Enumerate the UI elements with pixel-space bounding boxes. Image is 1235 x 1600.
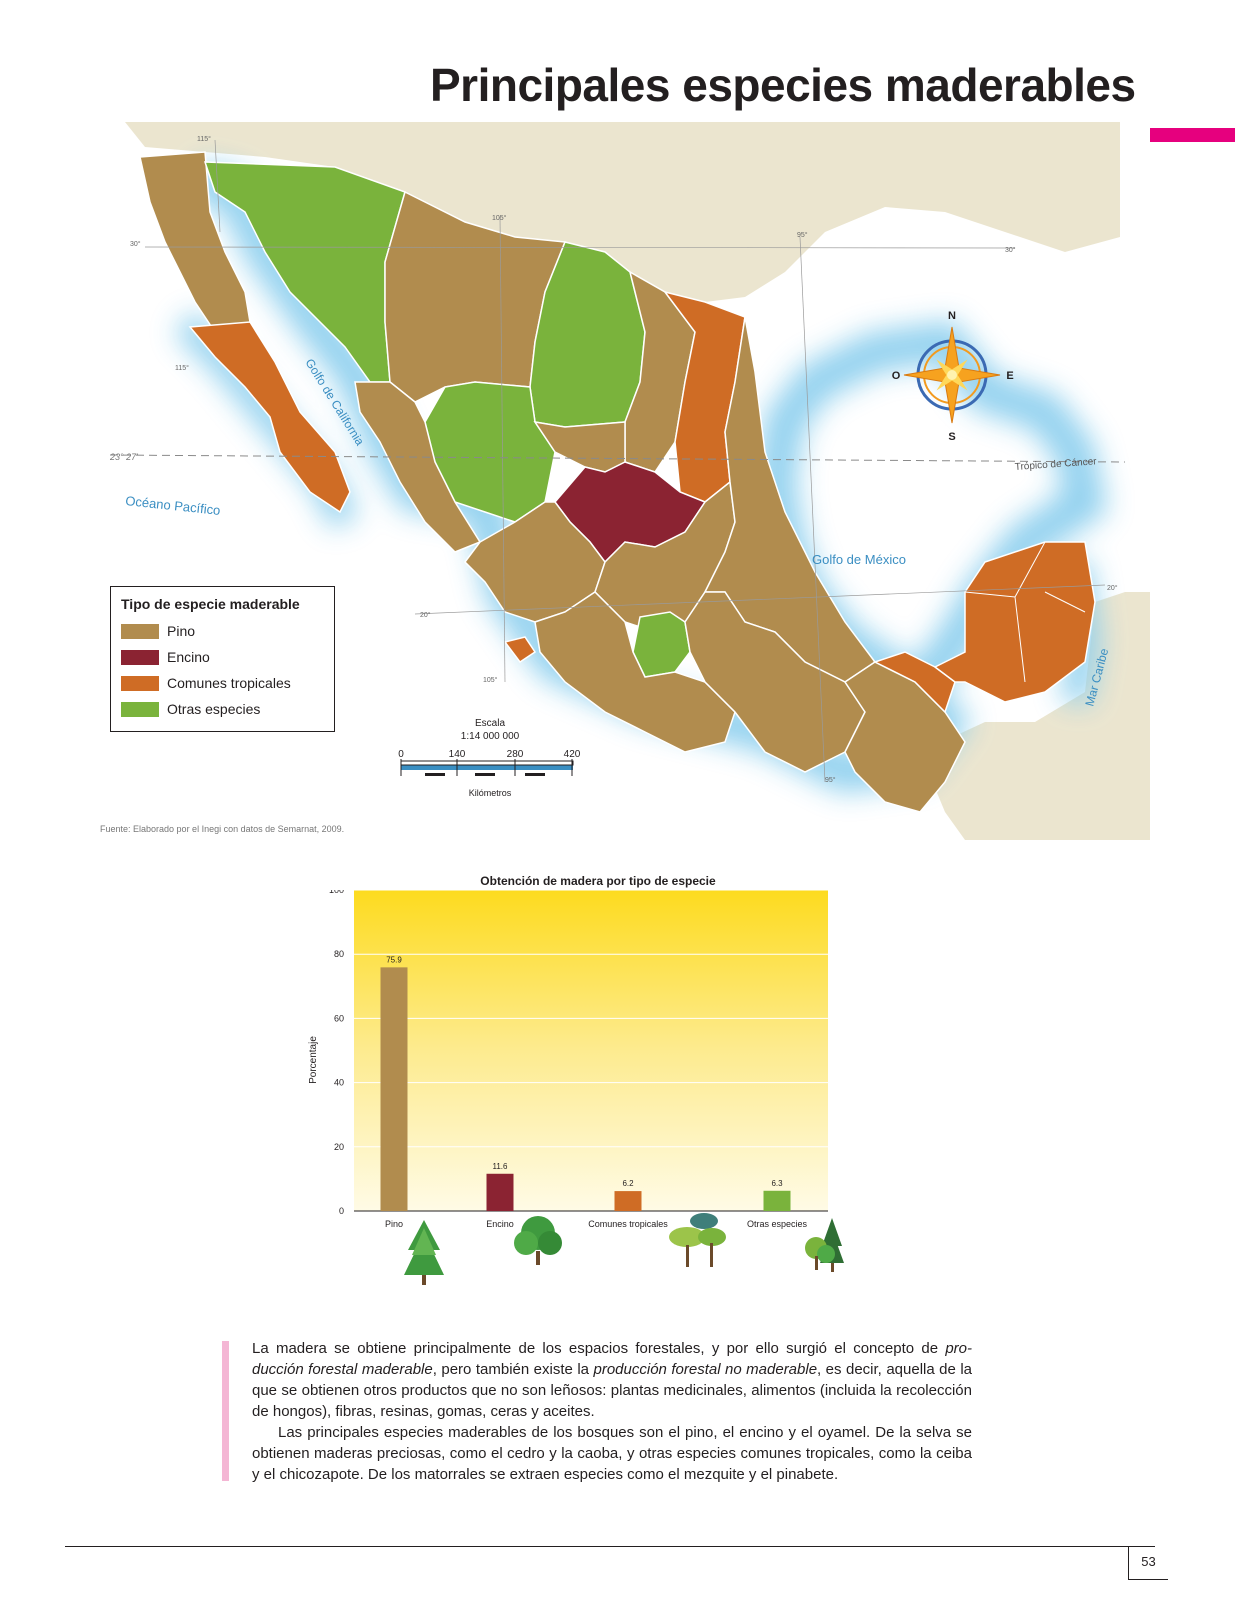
scale-ratio: 1:14 000 000 — [461, 731, 520, 742]
legend-label: Comunes tropicales — [167, 675, 291, 691]
legend-swatch — [121, 623, 159, 639]
tropic-line — [109, 454, 1126, 463]
body-text: La madera se obtiene principalmente de l… — [252, 1338, 972, 1485]
bar-chart-svg: 0 20 40 60 80 100 75.9 11.6 6.2 6.3 Pino Encino Co… — [308, 890, 844, 1285]
x-category-label: Encino — [486, 1219, 514, 1229]
footer-rule — [65, 1546, 1155, 1547]
bar-value-label: 75.9 — [386, 955, 402, 964]
compass-rose-icon: N S E O — [892, 310, 1014, 443]
compass-n: N — [948, 310, 956, 322]
bar-value-label: 6.3 — [771, 1179, 783, 1188]
coord-lon-115-mid: 115° — [175, 364, 189, 372]
scale-tick-0: 0 — [398, 749, 404, 760]
bar-otras-especies — [763, 1190, 791, 1211]
plot-area — [354, 890, 828, 1211]
region-colima — [503, 636, 537, 664]
bar-comunes-tropicales — [614, 1191, 642, 1211]
coord-lon-115-top: 115° — [197, 135, 211, 143]
page-title: Principales especies maderables — [430, 59, 1136, 111]
coord-lon-105-bottom: 105° — [483, 676, 498, 684]
scale-tick-140: 140 — [449, 749, 466, 760]
legend-label: Encino — [167, 649, 210, 665]
map-figure: 115° 105° 95° 30° 30° 115° 20° 20° 105° … — [85, 122, 1150, 840]
coord-lat-20-right: 20° — [1107, 584, 1118, 592]
scale-unit: Kilómetros — [469, 788, 512, 798]
scale-bar: Escala 1:14 000 000 0 140 280 420 Kilóme… — [398, 718, 581, 798]
legend-item-tropicales: Comunes tropicales — [121, 670, 324, 696]
coord-tropic-lat: 23° 27' — [109, 452, 138, 462]
map-source: Fuente: Elaborado por el Inegi con datos… — [100, 824, 345, 834]
bar-value-label: 11.6 — [493, 1162, 509, 1171]
page-number: 53 — [1128, 1546, 1168, 1580]
legend-swatch — [121, 701, 159, 717]
compass-s: S — [948, 431, 955, 443]
x-category-label: Otras especies — [747, 1219, 808, 1229]
legend-item-otras: Otras especies — [121, 696, 324, 722]
label-gulf-mexico: Golfo de México — [812, 552, 906, 567]
compass-w: O — [892, 370, 901, 382]
bar-pino — [380, 967, 408, 1211]
text-accent-bar — [222, 1341, 229, 1481]
coord-lat-30-left: 30° — [130, 240, 141, 248]
y-tick-label: 60 — [334, 1013, 344, 1023]
graticule — [144, 139, 1106, 783]
paragraph-1: La madera se obtiene principalmente de l… — [252, 1340, 972, 1420]
scale-tick-280: 280 — [507, 749, 524, 760]
map-legend: Tipo de especie maderable Pino Encino Co… — [110, 586, 335, 732]
x-category-label: Comunes tropicales — [588, 1219, 668, 1229]
legend-item-pino: Pino — [121, 618, 324, 644]
y-axis-label: Porcentaje — [308, 1036, 319, 1084]
legend-swatch — [121, 649, 159, 665]
paragraph-2: Las principales especies maderables de l… — [252, 1424, 972, 1483]
coord-lat-20-left: 20° — [420, 611, 431, 619]
coord-lon-95-bottom: 95° — [825, 776, 836, 784]
y-tick-label: 0 — [339, 1206, 344, 1216]
mexico-map: 115° 105° 95° 30° 30° 115° 20° 20° 105° … — [85, 122, 1150, 840]
mixed-trees-icon — [805, 1218, 844, 1272]
scale-title: Escala — [475, 718, 505, 729]
y-tick-label: 100 — [329, 890, 344, 895]
legend-swatch — [121, 675, 159, 691]
y-tick-label: 40 — [334, 1078, 344, 1088]
bar-value-label: 6.2 — [622, 1179, 634, 1188]
bar-encino — [486, 1173, 514, 1211]
y-tick-label: 20 — [334, 1142, 344, 1152]
coord-lon-105-top: 105° — [492, 214, 507, 222]
coord-lon-95-top: 95° — [797, 231, 808, 239]
region-baja-sur — [188, 321, 351, 514]
y-tick-label: 80 — [334, 949, 344, 959]
chart-title: Obtención de madera por tipo de especie — [480, 874, 716, 888]
coord-lat-30-right: 30° — [1005, 246, 1016, 254]
compass-e: E — [1006, 370, 1013, 382]
oak-tree-icon — [514, 1216, 562, 1265]
legend-title: Tipo de especie maderable — [121, 596, 300, 612]
legend-label: Otras especies — [167, 701, 261, 717]
legend-label: Pino — [167, 623, 196, 639]
x-category-label: Pino — [385, 1219, 403, 1229]
scale-tick-420: 420 — [564, 749, 581, 760]
legend-item-encino: Encino — [121, 644, 324, 670]
bar-chart: 0 20 40 60 80 100 75.9 11.6 6.2 6.3 Pino Encino Co… — [300, 890, 880, 1310]
pine-tree-icon — [404, 1220, 444, 1285]
usa-land — [125, 122, 1120, 302]
tropical-trees-icon — [669, 1213, 726, 1267]
